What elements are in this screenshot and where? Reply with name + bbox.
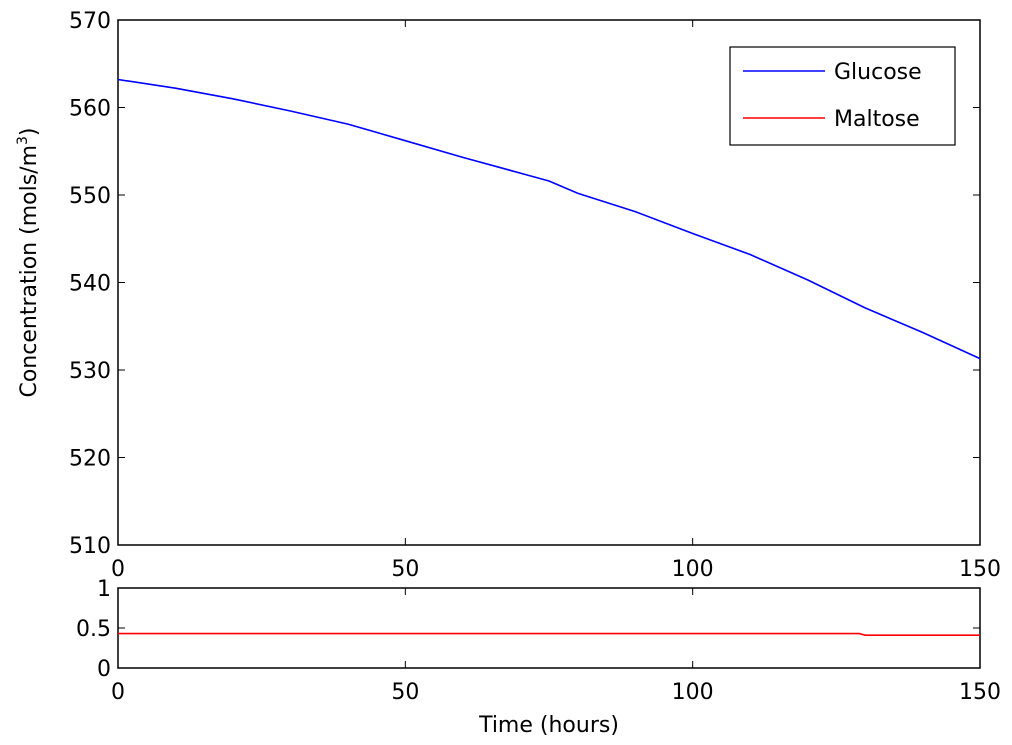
legend-box: [729, 46, 956, 146]
ylabel-close: ): [17, 127, 42, 136]
bottom-series-lines: [118, 632, 980, 637]
bottom-y-tick-label: 0.5: [76, 617, 111, 642]
top-y-tick-label: 540: [69, 272, 111, 297]
bottom-maltose-line: [118, 632, 980, 637]
top-glucose-line: [117, 78, 981, 360]
legend-maltose-label: Maltose: [834, 107, 920, 132]
bottom-y-tick-label: 0: [97, 657, 111, 682]
top-axis-ticks: 0 50 100 150 510 520 530 540 550 560 570: [69, 9, 1001, 582]
top-x-tick-label: 50: [391, 557, 419, 582]
top-y-tick-label: 520: [69, 447, 111, 472]
top-x-tick-label: 150: [959, 557, 1001, 582]
top-y-tick-label: 550: [69, 184, 111, 209]
ylabel-superscript: 3: [15, 136, 31, 145]
bottom-axes-box: [117, 587, 981, 669]
top-x-tick-label: 100: [672, 557, 714, 582]
top-y-tick-label: 570: [69, 9, 111, 34]
bottom-x-tick-label: 50: [391, 680, 419, 705]
bottom-x-tick-label: 150: [959, 680, 1001, 705]
top-y-tick-label: 560: [69, 97, 111, 122]
bottom-chart-panel: 0 50 100 150 0 0.5 1 Time (hours): [76, 577, 1001, 738]
bottom-x-tick-label: 0: [111, 680, 125, 705]
ylabel-text: Concentration (mols/m: [17, 145, 42, 398]
top-y-tick-label: 510: [69, 534, 111, 559]
top-y-tick-label: 530: [69, 359, 111, 384]
bottom-x-tick-label: 100: [672, 680, 714, 705]
top-chart-panel: 0 50 100 150 510 520 530 540 550 560 570 Concentra…: [15, 9, 1001, 582]
top-y-axis-label: Concentration (mols/m3): [15, 127, 42, 397]
bottom-x-axis-label: Time (hours): [478, 713, 619, 738]
bottom-axis-ticks: 0 50 100 150 0 0.5 1: [76, 577, 1001, 705]
top-series-lines: [117, 78, 981, 360]
bottom-y-tick-label: 1: [97, 577, 111, 602]
legend-glucose-label: Glucose: [834, 60, 922, 85]
legend: Glucose Maltose: [729, 46, 956, 146]
top-x-tick-label: 0: [111, 557, 125, 582]
